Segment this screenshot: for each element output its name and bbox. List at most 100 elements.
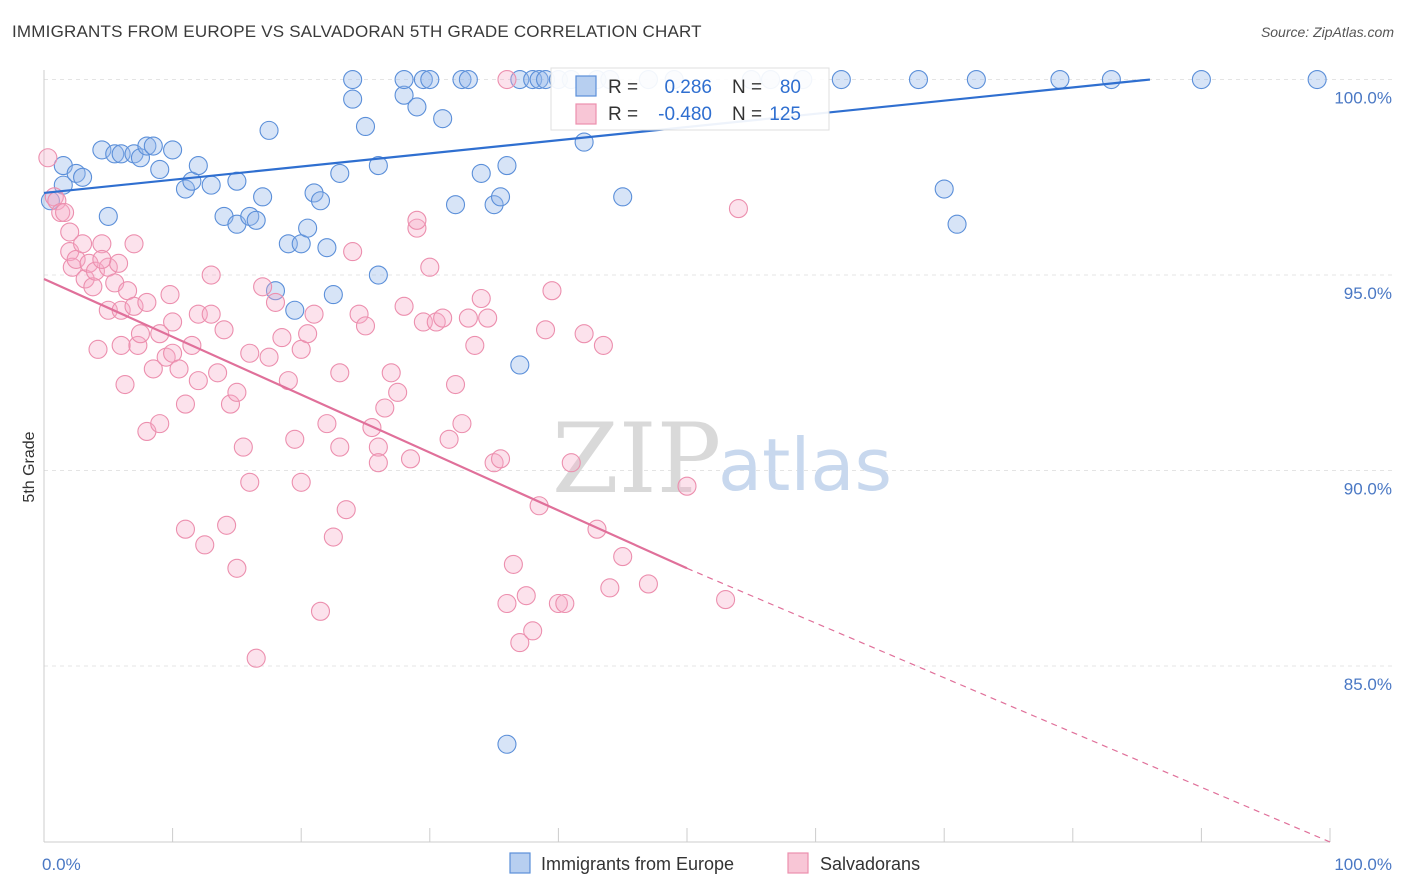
stats-swatch-salvadoran — [575, 103, 597, 125]
point-salvadoran-26 — [130, 324, 150, 344]
point-salvadoran-11 — [79, 253, 99, 273]
trend-line-europe — [43, 78, 1151, 195]
stats-n-value-europe: 80 — [780, 77, 801, 98]
point-salvadoran-68 — [330, 437, 350, 457]
point-europe-42 — [394, 70, 414, 90]
y-tick-label-1: 95.0% — [1344, 284, 1392, 303]
point-salvadoran-41 — [188, 371, 208, 391]
point-europe-44 — [413, 70, 433, 90]
point-salvadoran-70 — [336, 500, 356, 520]
point-salvadoran-64 — [304, 304, 324, 324]
point-salvadoran-89 — [445, 374, 466, 395]
point-salvadoran-4 — [55, 202, 75, 223]
point-salvadoran-90 — [452, 414, 472, 434]
stats-n-label-europe: N = — [732, 77, 762, 98]
point-salvadoran-52 — [240, 343, 260, 363]
point-salvadoran-27 — [137, 292, 157, 312]
point-salvadoran-116 — [728, 199, 748, 219]
point-salvadoran-49 — [227, 382, 247, 402]
point-europe-37 — [343, 70, 363, 90]
watermark-zip: ZIP — [552, 403, 721, 515]
point-salvadoran-15 — [92, 234, 112, 254]
point-salvadoran-105 — [548, 593, 568, 614]
point-salvadoran-65 — [310, 601, 331, 621]
point-europe-51 — [484, 195, 504, 215]
chart-title: IMMIGRANTS FROM EUROPE VS SALVADORAN 5TH… — [12, 22, 702, 41]
point-europe-28 — [285, 300, 305, 320]
point-salvadoran-36 — [169, 359, 189, 379]
point-europe-30 — [298, 218, 318, 238]
stats-n-label-salvadoran: N = — [732, 104, 762, 125]
point-europe-52 — [490, 187, 511, 207]
point-europe-60 — [574, 132, 594, 152]
point-europe-33 — [317, 238, 337, 258]
point-europe-31 — [304, 183, 324, 203]
point-europe-79 — [497, 734, 517, 754]
point-salvadoran-33 — [160, 285, 180, 305]
point-salvadoran-67 — [323, 527, 343, 547]
point-europe-23 — [246, 210, 266, 230]
point-salvadoran-91 — [458, 308, 478, 328]
stats-box: R = 0.286 N = 80 R = -0.480 N = 125 — [550, 67, 830, 131]
point-salvadoran-58 — [272, 328, 292, 348]
point-salvadoran-114 — [677, 476, 697, 496]
point-salvadoran-88 — [439, 429, 459, 449]
legend: Immigrants from Europe Salvadorans — [509, 852, 920, 874]
y-tick-label-3: 85.0% — [1344, 675, 1392, 694]
stats-r-value-europe: 0.286 — [664, 77, 712, 98]
point-salvadoran-72 — [349, 304, 369, 324]
point-salvadoran-115 — [716, 590, 736, 610]
point-salvadoran-77 — [375, 398, 395, 418]
point-salvadoran-43 — [201, 265, 221, 285]
point-salvadoran-42 — [195, 535, 215, 555]
point-europe-41 — [394, 85, 414, 105]
point-europe-18 — [201, 175, 221, 195]
point-salvadoran-119 — [92, 249, 112, 269]
point-europe-49 — [458, 70, 478, 90]
point-europe-10 — [130, 148, 150, 168]
point-salvadoran-75 — [368, 437, 388, 457]
trend-line-salvadoran — [43, 277, 688, 570]
point-salvadoran-57 — [265, 292, 286, 312]
point-salvadoran-98 — [503, 554, 523, 574]
point-europe-72 — [947, 214, 967, 234]
point-europe-24 — [253, 187, 273, 207]
point-salvadoran-48 — [220, 394, 241, 414]
point-europe-75 — [1101, 70, 1121, 90]
x-tick-labels: 0.0% 100.0% — [42, 855, 1392, 874]
point-europe-35 — [330, 163, 350, 183]
point-europe-47 — [445, 195, 466, 215]
legend-swatch-salvadoran — [787, 852, 809, 874]
stats-n-value-salvadoran: 125 — [769, 104, 801, 125]
point-salvadoran-99 — [510, 633, 530, 653]
legend-swatch-europe — [509, 852, 531, 874]
x-tick-label-0: 0.0% — [42, 855, 81, 874]
point-salvadoran-0 — [38, 148, 58, 168]
point-europe-48 — [452, 70, 472, 90]
point-europe-15 — [175, 179, 196, 199]
point-salvadoran-47 — [217, 515, 237, 535]
stats-r-label-salvadoran: R = — [608, 104, 638, 125]
point-salvadoran-76 — [368, 453, 388, 473]
point-salvadoran-20 — [111, 335, 131, 355]
point-europe-39 — [368, 156, 388, 176]
point-salvadoran-100 — [516, 586, 536, 606]
point-salvadoran-9 — [73, 234, 93, 254]
point-salvadoran-80 — [394, 296, 414, 316]
point-europe-78 — [510, 355, 530, 375]
x-tick-label-1: 100.0% — [1334, 855, 1392, 874]
point-salvadoran-69 — [330, 363, 350, 383]
point-europe-69 — [831, 70, 851, 90]
point-salvadoran-63 — [298, 324, 318, 344]
point-salvadoran-60 — [285, 429, 305, 449]
point-europe-13 — [150, 159, 170, 180]
point-europe-53 — [497, 156, 517, 176]
point-europe-32 — [310, 191, 331, 211]
point-salvadoran-103 — [535, 320, 556, 340]
point-salvadoran-94 — [478, 308, 498, 328]
legend-label-salvadoran: Salvadorans — [820, 854, 920, 874]
point-europe-4 — [73, 167, 93, 187]
point-salvadoran-37 — [175, 394, 196, 414]
point-europe-74 — [1050, 70, 1070, 90]
point-europe-25 — [259, 120, 279, 140]
